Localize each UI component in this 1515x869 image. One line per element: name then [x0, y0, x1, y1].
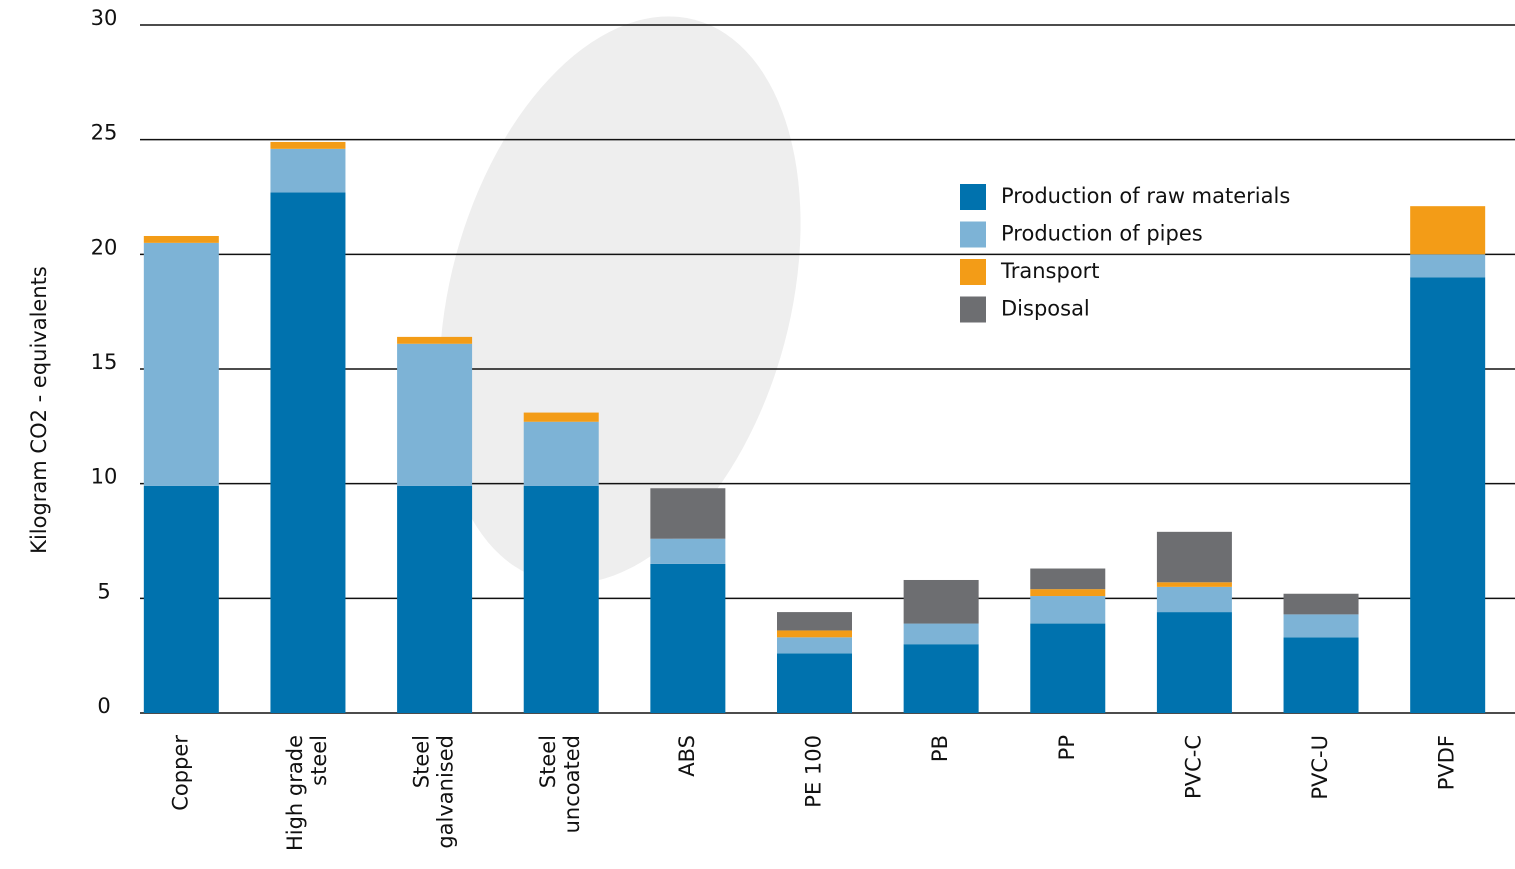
x-tick-label-line: PVDF — [1435, 735, 1459, 790]
bar-segment — [1030, 596, 1106, 624]
bar-segment — [777, 612, 852, 631]
x-tick-label: ABS — [675, 735, 699, 777]
y-axis-title: Kilogram CO2 - equivalents — [27, 266, 51, 554]
y-tick-label: 10 — [91, 465, 118, 489]
y-tick-label: 25 — [91, 121, 118, 145]
bar-segment — [397, 343, 473, 486]
y-tick-label: 5 — [97, 579, 110, 603]
y-tick-label: 0 — [97, 694, 110, 718]
x-tick-label: PB — [928, 735, 952, 762]
bar-segment — [903, 579, 979, 624]
bar-segment — [650, 488, 726, 539]
bar-segment — [777, 637, 852, 654]
y-tick-label: 30 — [91, 6, 118, 30]
bar-segment — [777, 653, 852, 713]
x-tick-label: PVC-U — [1308, 735, 1332, 800]
legend-label: Production of raw materials — [1001, 184, 1290, 208]
y-tick-label: 20 — [91, 235, 118, 259]
x-tick-label-line: High grade — [283, 735, 307, 851]
x-tick-label-line: PVC-U — [1308, 735, 1332, 800]
bar-segment — [903, 644, 979, 713]
bar-segment — [397, 485, 473, 713]
bar-segment — [523, 421, 599, 486]
legend-swatch — [960, 184, 986, 210]
x-tick-label-line: PE 100 — [802, 735, 826, 808]
x-tick-label-line: PVC-C — [1181, 735, 1205, 799]
bar-segment — [777, 630, 852, 638]
y-tick-label: 15 — [91, 350, 118, 374]
bar-segment — [1283, 637, 1359, 713]
bar-segment — [143, 485, 219, 713]
x-tick-label: PVDF — [1435, 735, 1459, 790]
bar-segment — [1030, 589, 1106, 597]
x-tick-label-line: PB — [928, 735, 952, 762]
x-tick-label: PP — [1055, 735, 1079, 760]
x-tick-label-line: PP — [1055, 735, 1079, 760]
bar-segment — [270, 192, 346, 713]
bar-segment — [143, 242, 219, 486]
x-tick-label-line: Steel — [536, 735, 560, 788]
x-tick-label: Steeluncoated — [536, 735, 584, 833]
bar-segment — [1156, 531, 1232, 583]
bar-segment — [1283, 614, 1359, 638]
bar-segment — [1410, 206, 1486, 255]
x-tick-label-line: uncoated — [560, 735, 584, 833]
bar-segment — [523, 485, 599, 713]
legend-swatch — [960, 259, 986, 285]
x-tick-label-line: steel — [307, 735, 331, 786]
bar-segment — [1156, 612, 1232, 713]
legend-label: Transport — [1000, 259, 1100, 283]
bar-segment — [523, 412, 599, 422]
bar-segment — [1156, 586, 1232, 613]
x-tick-label: PVC-C — [1181, 735, 1205, 799]
x-tick-label-line: Steel — [410, 735, 434, 788]
x-tick-label: PE 100 — [802, 735, 826, 808]
x-tick-label: High gradesteel — [283, 735, 331, 851]
bar-segment — [650, 563, 726, 713]
bar-segment — [1283, 593, 1359, 615]
x-tick-label-line: Copper — [168, 735, 192, 811]
bar-segment — [903, 623, 979, 645]
legend-label: Disposal — [1001, 297, 1090, 321]
bar-segment — [1030, 568, 1106, 590]
bar-segment — [1030, 623, 1106, 713]
bar-segment — [1410, 254, 1486, 278]
legend-swatch — [960, 296, 986, 323]
bar-segment — [270, 141, 346, 149]
x-tick-label: Copper — [168, 735, 192, 811]
bar-segment — [650, 538, 726, 564]
x-tick-label: Steelgalvanised — [410, 735, 458, 849]
x-tick-label-line: galvanised — [434, 735, 458, 849]
bar-segment — [1410, 277, 1486, 713]
legend-swatch — [960, 221, 986, 248]
legend-label: Production of pipes — [1001, 222, 1203, 246]
bar-segment — [397, 336, 473, 344]
bar-segment — [270, 148, 346, 193]
x-tick-label-line: ABS — [675, 735, 699, 777]
bar-segment — [143, 235, 219, 243]
bar-segment — [1156, 582, 1232, 587]
